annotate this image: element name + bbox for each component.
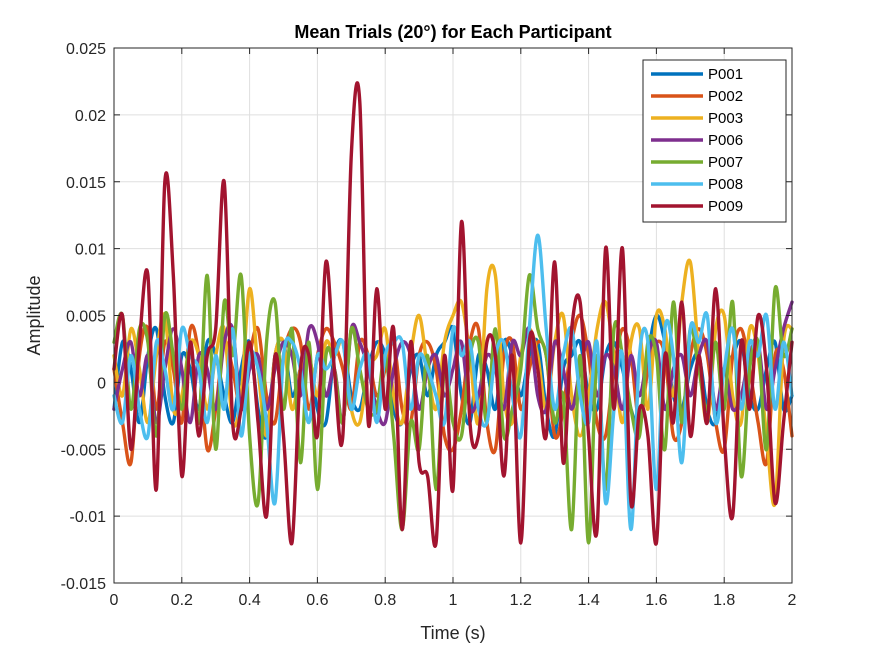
x-tick-label: 0.6 bbox=[306, 592, 328, 609]
y-tick-label: 0.02 bbox=[75, 108, 106, 125]
y-tick-label: -0.005 bbox=[61, 442, 106, 459]
x-tick-label: 2 bbox=[788, 592, 797, 609]
x-tick-label: 1.8 bbox=[713, 592, 735, 609]
series-line-p009 bbox=[112, 81, 794, 548]
y-tick-label: 0.01 bbox=[75, 242, 106, 259]
x-tick-label: 0.4 bbox=[238, 592, 260, 609]
y-tick-label: 0.005 bbox=[66, 309, 106, 326]
legend-label-p009: P009 bbox=[708, 198, 743, 215]
series-lines bbox=[112, 81, 794, 548]
x-tick-label: 1.2 bbox=[510, 592, 532, 609]
chart-title: Mean Trials (20°) for Each Participant bbox=[294, 22, 611, 42]
y-tick-label: 0 bbox=[97, 375, 106, 392]
legend-label-p001: P001 bbox=[708, 66, 743, 83]
series-line-p008 bbox=[112, 233, 794, 532]
axis-ticks: 0 0.2 0.4 0.6 0.8 1 1.2 1.4 1.6 1.8 2 -0.015 -0.01 -0… bbox=[61, 41, 797, 609]
y-tick-label: -0.01 bbox=[70, 509, 107, 526]
legend: P001 P002 P003 P006 P007 P008 P009 bbox=[642, 59, 787, 223]
y-tick-label: 0.015 bbox=[66, 175, 106, 192]
legend-label-p002: P002 bbox=[708, 88, 743, 105]
legend-label-p003: P003 bbox=[708, 110, 743, 127]
x-tick-label: 1.6 bbox=[645, 592, 667, 609]
legend-label-p007: P007 bbox=[708, 154, 743, 171]
y-axis-label: Amplitude bbox=[24, 275, 44, 355]
y-tick-label: 0.025 bbox=[66, 41, 106, 58]
x-tick-label: 1 bbox=[449, 592, 458, 609]
legend-label-p006: P006 bbox=[708, 132, 743, 149]
x-tick-label: 1.4 bbox=[577, 592, 599, 609]
x-tick-label: 0 bbox=[110, 592, 119, 609]
series-line-p007 bbox=[112, 272, 794, 545]
legend-label-p008: P008 bbox=[708, 176, 743, 193]
x-axis-label: Time (s) bbox=[420, 623, 485, 643]
y-tick-label: -0.015 bbox=[61, 576, 106, 593]
x-tick-label: 0.8 bbox=[374, 592, 396, 609]
x-tick-label: 0.2 bbox=[171, 592, 193, 609]
